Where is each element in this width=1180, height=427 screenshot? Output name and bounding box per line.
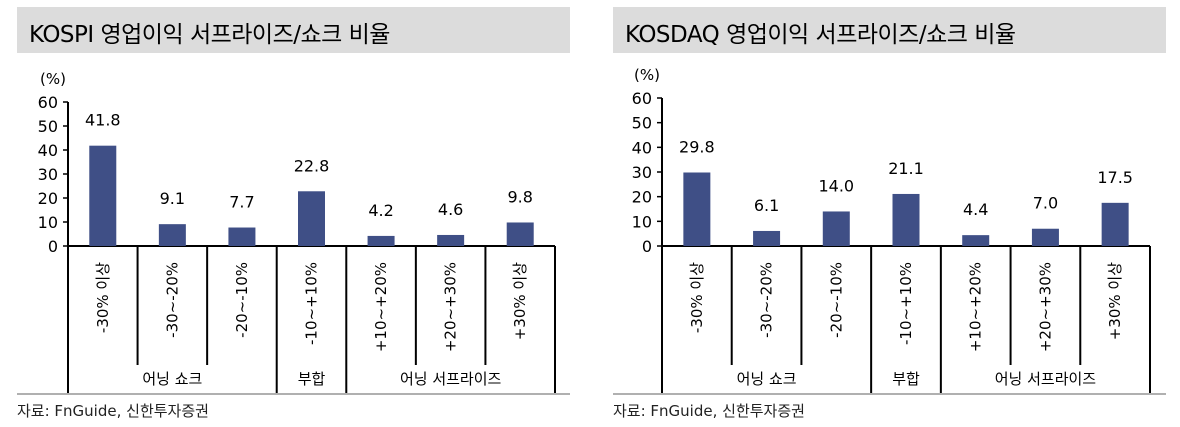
x-tick-label: +20~+30%	[442, 262, 460, 352]
kospi-bar-chart: (%) 0 10 20 30 40 50 60 41.8 -30% 이상 9.1 -30~-20% 7.…	[17, 70, 570, 395]
data-label: 9.1	[160, 189, 185, 208]
y-tick-label: 60	[632, 89, 652, 108]
group-label: 어닝 서프라이즈	[995, 370, 1097, 388]
y-tick-label: 30	[632, 163, 652, 182]
y-tick-label: 0	[48, 237, 58, 256]
x-tick-label: -10~+10%	[897, 262, 915, 345]
bar	[158, 224, 186, 246]
y-axis-unit: (%)	[634, 66, 660, 84]
kospi-chart-panel: KOSPI 영업이익 서프라이즈/쇼크 비율 (%) 0 10 20 30 40 50 60 4…	[17, 7, 570, 420]
x-tick-label: -10~+10%	[303, 262, 321, 345]
y-tick-label: 50	[632, 114, 652, 133]
bar	[367, 235, 395, 246]
data-label: 17.5	[1097, 168, 1133, 187]
group-label: 부합	[298, 370, 326, 388]
x-tick-label: -30~-20%	[163, 262, 181, 338]
data-label: 6.1	[754, 196, 779, 215]
chart-title: KOSDAQ 영업이익 서프라이즈/쇼크 비율	[625, 22, 1016, 48]
x-tick-label: -30% 이상	[688, 262, 706, 333]
source-note: 자료: FnGuide, 신한투자증권	[17, 402, 209, 420]
group-label: 어닝 쇼크	[142, 370, 202, 388]
y-tick-label: 10	[38, 213, 58, 232]
bar	[298, 191, 325, 246]
bar	[683, 172, 711, 246]
bar	[437, 234, 465, 246]
y-tick-label: 30	[38, 165, 58, 184]
x-tick-label: +30% 이상	[1106, 262, 1124, 340]
bar	[228, 227, 256, 246]
y-tick-label: 10	[632, 212, 652, 231]
x-tick-label: -30% 이상	[94, 262, 112, 333]
data-label: 9.8	[507, 187, 532, 206]
x-tick-label: +30% 이상	[511, 262, 529, 340]
x-tick-label: -20~-10%	[827, 262, 845, 338]
data-label: 41.8	[85, 111, 121, 130]
bar	[1031, 228, 1059, 246]
bar	[506, 222, 534, 246]
chart-title: KOSPI 영업이익 서프라이즈/쇼크 비율	[29, 22, 390, 48]
y-tick-label: 50	[38, 117, 58, 136]
y-tick-label: 0	[642, 237, 652, 256]
data-label: 22.8	[294, 156, 330, 175]
y-tick-label: 20	[632, 188, 652, 207]
bar	[962, 235, 990, 246]
kosdaq-bar-chart: (%) 0 10 20 30 40 50 60 29.8 -30% 이상 6.1 -30~-20% 14…	[613, 66, 1166, 395]
y-tick-label: 20	[38, 189, 58, 208]
chart-title-bar: KOSPI 영업이익 서프라이즈/쇼크 비율	[17, 7, 570, 53]
x-tick-label: +10~+20%	[967, 262, 985, 352]
group-label: 어닝 서프라이즈	[400, 370, 502, 388]
data-label: 4.4	[963, 200, 988, 219]
x-tick-label: +10~+20%	[372, 262, 390, 352]
x-tick-label: -30~-20%	[758, 262, 776, 338]
data-label: 4.6	[438, 200, 463, 219]
x-tick-label: -20~-10%	[233, 262, 251, 338]
data-label: 14.0	[818, 176, 854, 195]
data-label: 29.8	[679, 137, 715, 156]
data-label: 21.1	[888, 159, 924, 178]
data-label: 7.7	[229, 193, 254, 212]
bar	[89, 145, 117, 246]
bar	[1101, 202, 1129, 246]
y-tick-label: 60	[38, 93, 58, 112]
bar	[753, 230, 781, 246]
group-label: 부합	[892, 370, 920, 388]
x-tick-label: +20~+30%	[1036, 262, 1054, 352]
source-note: 자료: FnGuide, 신한투자증권	[613, 402, 805, 420]
data-label: 7.0	[1033, 194, 1058, 213]
y-tick-label: 40	[38, 141, 58, 160]
bar	[822, 211, 850, 246]
y-axis-unit: (%)	[40, 70, 66, 88]
y-tick-label: 40	[632, 138, 652, 157]
bar	[892, 193, 920, 246]
kosdaq-chart-panel: KOSDAQ 영업이익 서프라이즈/쇼크 비율 (%) 0 10 20 30 40 50 60…	[596, 0, 1180, 427]
group-label: 어닝 쇼크	[737, 370, 797, 388]
chart-title-bar: KOSDAQ 영업이익 서프라이즈/쇼크 비율	[613, 7, 1166, 53]
data-label: 4.2	[368, 201, 393, 220]
